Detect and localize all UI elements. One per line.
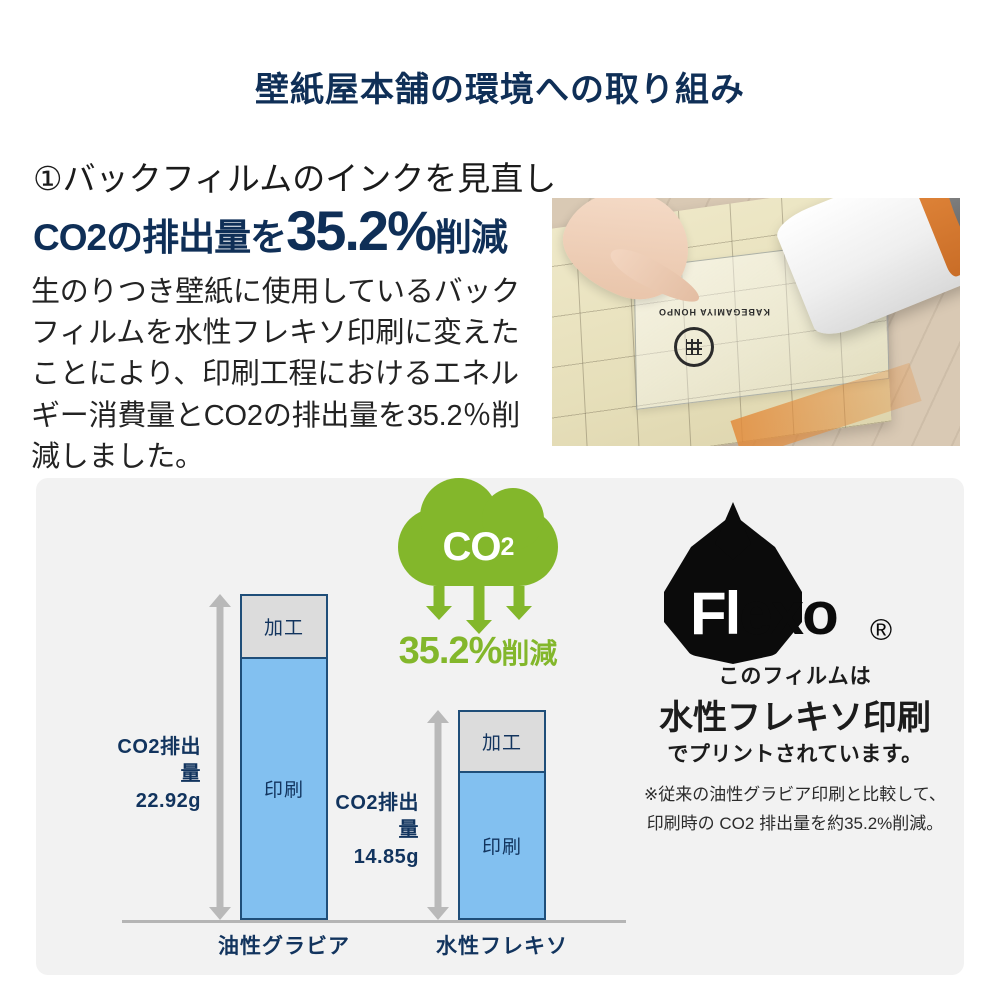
co2-cloud-subscript: 2 (500, 532, 515, 561)
arrow-tip (426, 606, 452, 620)
arrow-tip (466, 620, 492, 634)
bar-flexo-segment-process: 加工 (460, 712, 544, 773)
flexo-info-block: Flexo ® このフィルムは 水性フレキソ印刷 でプリントされています。 ※従… (626, 478, 964, 975)
headline: CO2の排出量を 35.2% 削減 (33, 199, 508, 262)
co2-reduction-suffix: 削減 (501, 638, 558, 669)
flexo-footnote: ※従来の油性グラビア印刷と比較して、 印刷時の CO2 排出量を約35.2%削減… (626, 780, 964, 838)
headline-percentage: 35.2% (286, 199, 437, 262)
flexo-text-line2: 水性フレキソ印刷 (659, 699, 931, 737)
registered-trademark-icon: ® (870, 614, 893, 647)
bar-gravure-value-amount: 22.92g (135, 789, 201, 812)
photo-stamp-text: KABEGAMIYA HONPO (658, 307, 770, 318)
flexo-logo: Flexo ® (642, 502, 948, 664)
category-label-flexo: 水性フレキソ (436, 935, 568, 958)
arrow-shaft (473, 586, 485, 621)
headline-suffix: 削減 (434, 217, 508, 258)
co2-reduction-text: 35.2%削減 (378, 630, 578, 673)
flexo-footnote-line1: ※従来の油性グラビア印刷と比較して、 (644, 785, 946, 804)
arrow-shaft (434, 721, 442, 909)
bar-gravure-measure-arrow (209, 594, 231, 920)
flexo-footnote-line2: 印刷時の CO2 排出量を約35.2%削減。 (646, 814, 944, 834)
co2-down-arrow-icon-3 (506, 586, 532, 620)
flexo-text-line1: このフィルムは (718, 665, 872, 688)
arrow-head-up-icon (209, 594, 231, 607)
headline-prefix: CO2の排出量を (33, 217, 287, 258)
arrow-tip (506, 606, 532, 620)
bar-flexo-value-label: CO2排出量 14.85g (324, 790, 419, 870)
flexo-wordmark-black: exo (739, 580, 838, 647)
comparison-panel: 加工 印刷 CO2排出量 22.92g 油性グラビア 加工 印刷 (36, 478, 964, 975)
flexo-wordmark: Flexo (690, 584, 839, 644)
arrow-head-up-icon (427, 710, 449, 723)
bar-flexo-value-title: CO2排出量 (335, 792, 419, 841)
page-title: 壁紙屋本舗の環境への取り組み (255, 71, 745, 109)
bar-gravure: 加工 印刷 (240, 594, 328, 920)
category-label-gravure: 油性グラビア (218, 935, 350, 958)
arrow-head-down-icon (209, 907, 231, 920)
arrow-shaft (433, 586, 445, 607)
co2-down-arrow-icon-2 (466, 586, 492, 634)
wallpaper-film-photo: KABEGAMIYA HONPO (552, 198, 960, 446)
bar-gravure-segment-print: 印刷 (242, 659, 326, 918)
co2-down-arrow-icon-1 (426, 586, 452, 620)
bar-gravure-value-title: CO2排出量 (117, 736, 201, 785)
arrow-shaft (216, 605, 224, 909)
lead-line: ①バックフィルムのインクを見直し (33, 160, 557, 197)
flexo-wordmark-white: Fl (690, 580, 741, 647)
co2-reduction-badge: CO 2 35.2%削減 (378, 478, 578, 698)
co2-bar-chart: 加工 印刷 CO2排出量 22.92g 油性グラビア 加工 印刷 (36, 478, 626, 975)
bar-flexo: 加工 印刷 (458, 710, 546, 920)
flexo-text-line3: でプリントされています。 (667, 743, 923, 766)
co2-cloud-text: CO (442, 524, 502, 569)
co2-cloud-icon: CO 2 (398, 478, 558, 586)
bar-gravure-segment-process: 加工 (242, 596, 326, 659)
bar-flexo-value-amount: 14.85g (353, 845, 419, 868)
co2-reduction-number: 35.2% (398, 630, 503, 672)
arrow-shaft (513, 586, 525, 607)
bar-gravure-value-label: CO2排出量 22.92g (106, 734, 201, 814)
co2-cloud-label: CO 2 (398, 508, 558, 586)
body-copy: 生のりつき壁紙に使用しているバックフィルムを水性フレキソ印刷に変えたことにより、… (31, 276, 521, 473)
bar-flexo-segment-print: 印刷 (460, 773, 544, 918)
photo-logo-stamp-icon (674, 326, 715, 367)
chart-baseline-axis (122, 920, 626, 923)
arrow-head-down-icon (427, 907, 449, 920)
bar-flexo-measure-arrow (427, 710, 449, 920)
